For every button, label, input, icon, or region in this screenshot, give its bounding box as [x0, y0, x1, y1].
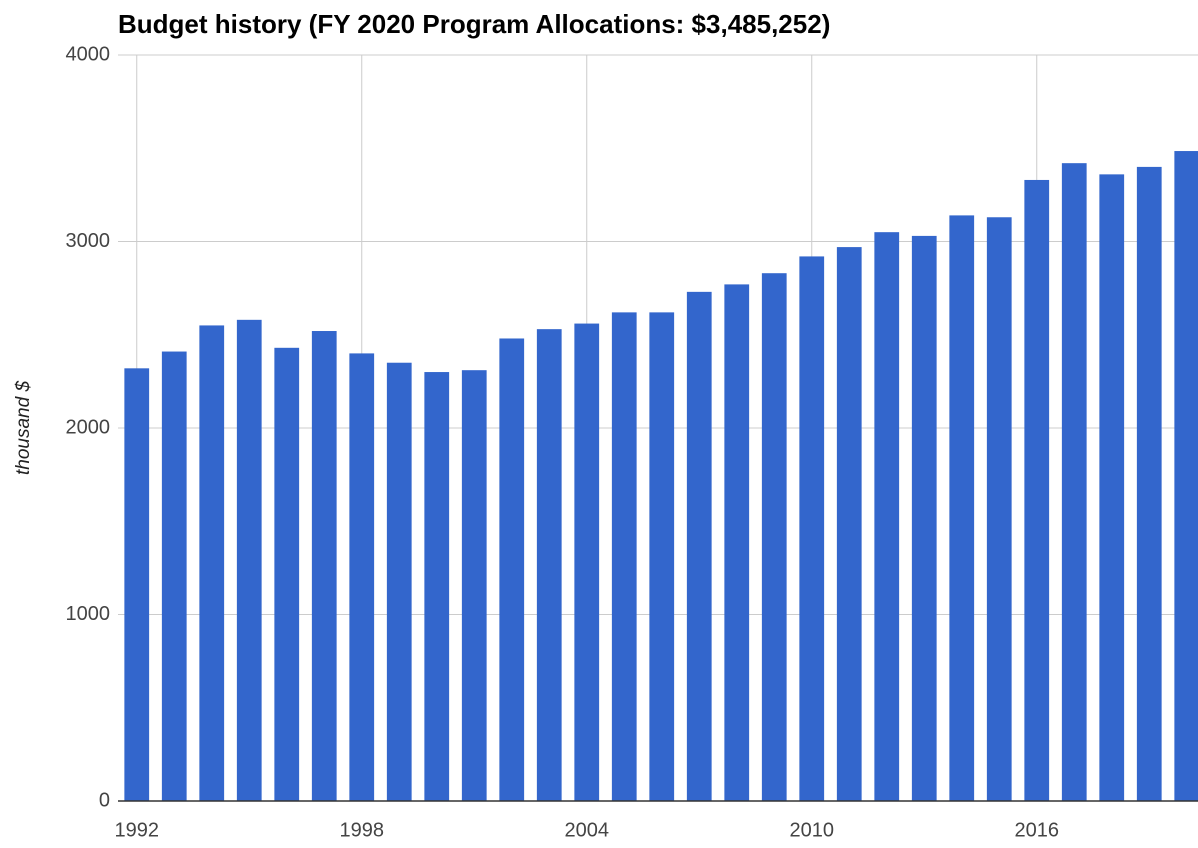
bar: [124, 368, 150, 801]
bar: [461, 370, 487, 801]
bar: [649, 312, 675, 801]
bar: [574, 323, 600, 801]
bar: [499, 338, 525, 801]
bar: [724, 284, 750, 801]
chart-title: Budget history (FY 2020 Program Allocati…: [118, 9, 830, 39]
bar: [1099, 174, 1125, 802]
bar: [686, 291, 712, 801]
bar: [836, 247, 862, 802]
bar: [761, 273, 787, 802]
x-tick-label: 1992: [115, 819, 160, 841]
bar: [199, 325, 225, 801]
y-tick-label: 4000: [66, 43, 111, 65]
bar: [799, 256, 825, 801]
bar: [1061, 163, 1087, 802]
y-tick-label: 1000: [66, 603, 111, 625]
x-tick-label: 2010: [790, 819, 835, 841]
bar: [911, 235, 937, 801]
bar: [1136, 166, 1162, 801]
bar: [986, 217, 1012, 801]
bar: [424, 372, 450, 801]
bar: [349, 353, 375, 801]
bar: [536, 329, 562, 801]
bar: [611, 312, 637, 801]
bar: [874, 232, 900, 802]
bar: [386, 362, 412, 801]
y-tick-label: 2000: [66, 416, 111, 438]
bar: [274, 347, 300, 801]
bar: [1024, 179, 1050, 801]
bar: [236, 319, 262, 801]
bar: [161, 351, 187, 801]
x-tick-label: 1998: [340, 819, 385, 841]
bar: [949, 215, 975, 801]
bar: [311, 331, 337, 801]
bar: [1174, 151, 1198, 802]
y-axis-label: thousand $: [13, 381, 34, 475]
x-tick-label: 2016: [1015, 819, 1060, 841]
x-tick-label: 2004: [565, 819, 610, 841]
y-tick-label: 3000: [66, 230, 111, 252]
y-tick-label: 0: [99, 789, 110, 811]
